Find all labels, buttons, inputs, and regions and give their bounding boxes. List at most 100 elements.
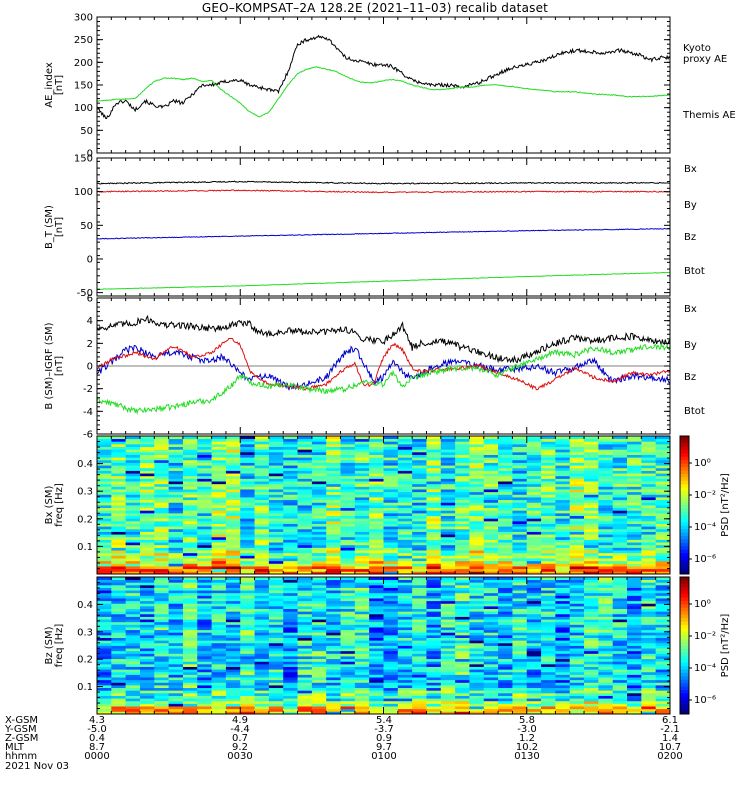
spectrogram-cell bbox=[555, 465, 571, 469]
spectrogram-cell bbox=[641, 637, 657, 641]
spectrogram-cell bbox=[383, 677, 399, 681]
spectrogram-cell bbox=[254, 542, 270, 546]
spectrogram-cell bbox=[168, 671, 184, 675]
spectrogram-cell bbox=[354, 486, 370, 490]
spectrogram-cell bbox=[383, 603, 399, 607]
spectrogram-cell bbox=[641, 566, 657, 570]
spectrogram-cell bbox=[211, 563, 227, 567]
spectrogram-cell bbox=[598, 695, 614, 699]
spectrogram-cell bbox=[168, 661, 184, 665]
spectrogram-cell bbox=[569, 526, 585, 530]
spectrogram-cell bbox=[139, 640, 155, 644]
spectrogram-cell bbox=[139, 531, 155, 535]
spectrogram-cell bbox=[168, 632, 184, 636]
spectrogram-cell bbox=[469, 584, 485, 588]
spectrogram-cell bbox=[154, 582, 170, 586]
spectrogram-cell bbox=[426, 627, 442, 631]
spectrogram-cell bbox=[240, 552, 255, 556]
spectrogram-cell bbox=[483, 520, 499, 524]
spectrogram-cell bbox=[125, 571, 141, 574]
spectrogram-cell bbox=[211, 502, 227, 506]
spectrogram-cell bbox=[197, 642, 212, 646]
spectrogram-cell bbox=[97, 679, 112, 683]
spectrogram-cell bbox=[197, 518, 212, 522]
spectrogram-cell bbox=[655, 473, 670, 477]
spectrogram-cell bbox=[641, 645, 657, 649]
spectrogram-cell bbox=[584, 555, 599, 559]
spectrogram-cell bbox=[254, 698, 270, 702]
spectrogram-cell bbox=[97, 481, 112, 485]
spectrogram-cell bbox=[584, 483, 599, 487]
spectrogram-cell bbox=[455, 497, 470, 501]
spectrogram-cell bbox=[455, 595, 470, 599]
spectrogram-cell bbox=[512, 666, 528, 670]
spectrogram-cell bbox=[555, 534, 571, 538]
spectrogram-cell bbox=[182, 443, 198, 448]
spectrogram-cell bbox=[225, 700, 241, 704]
spectrogram-cell bbox=[154, 711, 170, 714]
spectrogram-cell bbox=[627, 650, 642, 654]
spectrogram-cell bbox=[97, 451, 112, 455]
spectrogram-cell bbox=[541, 528, 556, 532]
spectrogram-cell bbox=[498, 695, 513, 699]
spectrogram-cell bbox=[268, 658, 284, 662]
spectrogram-cell bbox=[440, 457, 456, 461]
spectrogram-cell bbox=[627, 494, 642, 498]
spectrogram-cell bbox=[154, 608, 170, 612]
spectrogram-cell bbox=[412, 451, 427, 455]
spectrogram-cell bbox=[555, 658, 571, 662]
spectrogram-cell bbox=[225, 669, 241, 673]
spectrogram-cell bbox=[397, 634, 413, 638]
spectrogram-cell bbox=[397, 627, 413, 631]
spectrogram-cell bbox=[383, 451, 399, 455]
spectrogram-cell bbox=[455, 438, 470, 442]
spectrogram-cell bbox=[268, 642, 284, 646]
spectrogram-cell bbox=[498, 528, 513, 532]
spectrogram-cell bbox=[469, 677, 485, 681]
spectrogram-cell bbox=[569, 457, 585, 461]
spectrogram-cell bbox=[354, 703, 370, 707]
spectrogram-cell bbox=[254, 650, 270, 654]
spectrogram-cell bbox=[97, 587, 112, 591]
spectrogram-cell bbox=[283, 443, 298, 448]
spectrogram-cell bbox=[455, 611, 470, 615]
spectrogram-cell bbox=[555, 571, 571, 574]
spectrogram-cell bbox=[225, 451, 241, 455]
spectrogram-cell bbox=[555, 671, 571, 675]
spectrogram-cell bbox=[469, 698, 485, 702]
spectrogram-cell bbox=[483, 656, 499, 660]
spectrogram-cell bbox=[598, 459, 614, 463]
spectrogram-cell bbox=[125, 473, 141, 477]
spectrogram-cell bbox=[584, 571, 599, 574]
spectrogram-cell bbox=[469, 470, 485, 474]
spectrogram-cell bbox=[369, 624, 384, 628]
spectrogram-cell bbox=[139, 579, 155, 583]
colorbar-step bbox=[680, 679, 689, 684]
spectrogram-cell bbox=[512, 507, 528, 511]
spectrogram-cell bbox=[283, 650, 298, 654]
colorbar-step bbox=[680, 662, 689, 667]
spectrogram-cell bbox=[340, 473, 356, 477]
spectrogram-cell bbox=[541, 677, 556, 681]
spectrogram-cell bbox=[369, 663, 384, 667]
spectrogram-cell bbox=[168, 666, 184, 670]
spectrogram-cell bbox=[139, 457, 155, 461]
spectrogram-cell bbox=[168, 621, 184, 625]
spectrogram-cell bbox=[555, 603, 571, 607]
spectrogram-cell bbox=[97, 473, 112, 477]
spectrogram-cell bbox=[512, 505, 528, 509]
spectrogram-cell bbox=[254, 491, 270, 495]
spectrogram-cell bbox=[655, 590, 670, 594]
spectrogram-cell bbox=[440, 465, 456, 469]
colorbar-step bbox=[680, 624, 689, 629]
spectrogram-cell bbox=[412, 640, 427, 644]
spectrogram-cell bbox=[297, 518, 313, 522]
spectrogram-cell bbox=[555, 555, 571, 559]
spectrogram-cell bbox=[311, 708, 327, 712]
spectrogram-cell bbox=[240, 486, 255, 490]
spectrogram-cell bbox=[569, 592, 585, 596]
spectrogram-cell bbox=[297, 640, 313, 644]
spectrogram-cell bbox=[240, 510, 255, 514]
spectrogram-cell bbox=[111, 486, 127, 490]
spectrogram-cell bbox=[412, 481, 427, 485]
